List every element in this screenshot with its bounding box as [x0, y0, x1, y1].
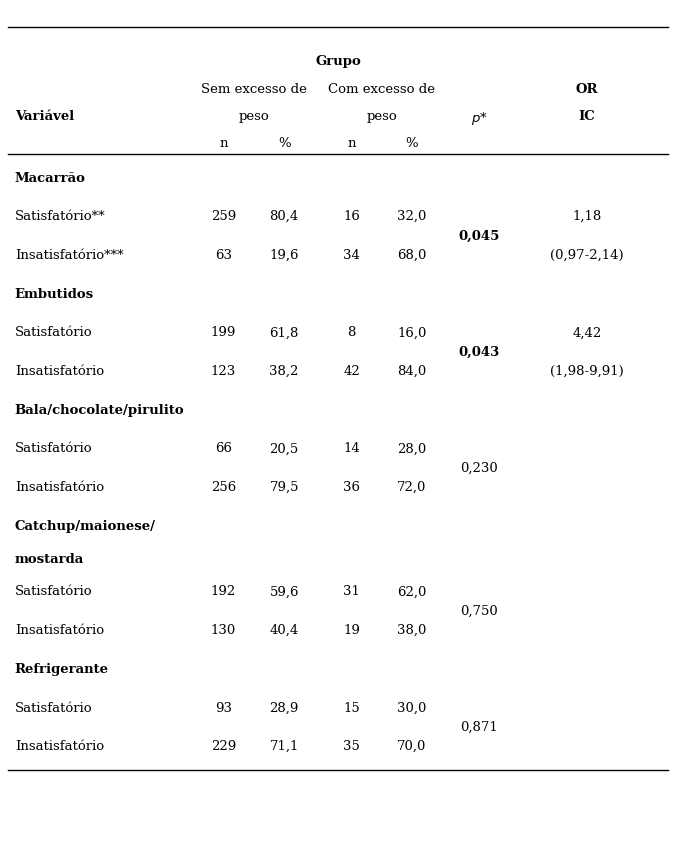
Text: OR: OR — [576, 83, 598, 95]
Text: 84,0: 84,0 — [397, 365, 427, 378]
Text: 259: 259 — [211, 210, 236, 224]
Text: 199: 199 — [211, 327, 236, 339]
Text: Bala/chocolate/pirulito: Bala/chocolate/pirulito — [15, 403, 185, 417]
Text: 19: 19 — [343, 624, 360, 637]
Text: 31: 31 — [343, 586, 360, 598]
Text: 62,0: 62,0 — [397, 586, 427, 598]
Text: 192: 192 — [211, 586, 236, 598]
Text: Catchup/maionese/: Catchup/maionese/ — [15, 520, 156, 533]
Text: Satisfatório: Satisfatório — [15, 701, 93, 715]
Text: (1,98-9,91): (1,98-9,91) — [550, 365, 624, 378]
Text: mostarda: mostarda — [15, 553, 84, 565]
Text: 34: 34 — [343, 249, 360, 262]
Text: Com excesso de: Com excesso de — [329, 83, 435, 95]
Text: 256: 256 — [211, 481, 236, 494]
Text: Grupo: Grupo — [315, 56, 361, 68]
Text: 59,6: 59,6 — [270, 586, 299, 598]
Text: (0,97-2,14): (0,97-2,14) — [550, 249, 624, 262]
Text: 28,9: 28,9 — [270, 701, 299, 715]
Text: 20,5: 20,5 — [270, 442, 299, 456]
Text: peso: peso — [366, 110, 397, 122]
Text: 16: 16 — [343, 210, 360, 224]
Text: Insatisfatório: Insatisfatório — [15, 624, 104, 637]
Text: 130: 130 — [211, 624, 236, 637]
Text: Sem excesso de: Sem excesso de — [201, 83, 307, 95]
Text: Macarrão: Macarrão — [15, 171, 86, 185]
Text: Satisfatório: Satisfatório — [15, 327, 93, 339]
Text: n: n — [347, 137, 356, 150]
Text: 8: 8 — [347, 327, 356, 339]
Text: 123: 123 — [211, 365, 236, 378]
Text: Refrigerante: Refrigerante — [15, 663, 109, 676]
Text: 1,18: 1,18 — [573, 210, 602, 224]
Text: Insatisfatório: Insatisfatório — [15, 365, 104, 378]
Text: 0,043: 0,043 — [459, 346, 500, 359]
Text: 4,42: 4,42 — [573, 327, 602, 339]
Text: 80,4: 80,4 — [270, 210, 299, 224]
Text: 42: 42 — [343, 365, 360, 378]
Text: Satisfatório**: Satisfatório** — [15, 210, 105, 224]
Text: 15: 15 — [343, 701, 360, 715]
Text: 70,0: 70,0 — [397, 740, 427, 753]
Text: 0,871: 0,871 — [460, 721, 498, 734]
Text: peso: peso — [239, 110, 269, 122]
Text: Insatisfatório: Insatisfatório — [15, 481, 104, 494]
Text: IC: IC — [579, 110, 596, 122]
Text: 63: 63 — [215, 249, 232, 262]
Text: Embutidos: Embutidos — [15, 288, 94, 300]
Text: n: n — [219, 137, 228, 150]
Text: %: % — [406, 137, 418, 150]
Text: Insatisfatório: Insatisfatório — [15, 740, 104, 753]
Text: 61,8: 61,8 — [270, 327, 299, 339]
Text: Variável: Variável — [15, 110, 74, 122]
Text: 66: 66 — [215, 442, 232, 456]
Text: 40,4: 40,4 — [270, 624, 299, 637]
Text: Insatisfatório***: Insatisfatório*** — [15, 249, 124, 262]
Text: 14: 14 — [343, 442, 360, 456]
Text: 19,6: 19,6 — [270, 249, 299, 262]
Text: 16,0: 16,0 — [397, 327, 427, 339]
Text: 0,045: 0,045 — [459, 230, 500, 242]
Text: 36: 36 — [343, 481, 360, 494]
Text: 35: 35 — [343, 740, 360, 753]
Text: 0,750: 0,750 — [460, 605, 498, 618]
Text: Satisfatório: Satisfatório — [15, 586, 93, 598]
Text: 0,230: 0,230 — [460, 462, 498, 475]
Text: 93: 93 — [215, 701, 232, 715]
Text: 38,0: 38,0 — [397, 624, 427, 637]
Text: 229: 229 — [211, 740, 236, 753]
Text: 38,2: 38,2 — [270, 365, 299, 378]
Text: 30,0: 30,0 — [397, 701, 427, 715]
Text: 79,5: 79,5 — [270, 481, 299, 494]
Text: 28,0: 28,0 — [397, 442, 427, 456]
Text: %: % — [278, 137, 291, 150]
Text: $p$*: $p$* — [471, 110, 488, 127]
Text: Satisfatório: Satisfatório — [15, 442, 93, 456]
Text: 32,0: 32,0 — [397, 210, 427, 224]
Text: 72,0: 72,0 — [397, 481, 427, 494]
Text: 68,0: 68,0 — [397, 249, 427, 262]
Text: 71,1: 71,1 — [270, 740, 299, 753]
